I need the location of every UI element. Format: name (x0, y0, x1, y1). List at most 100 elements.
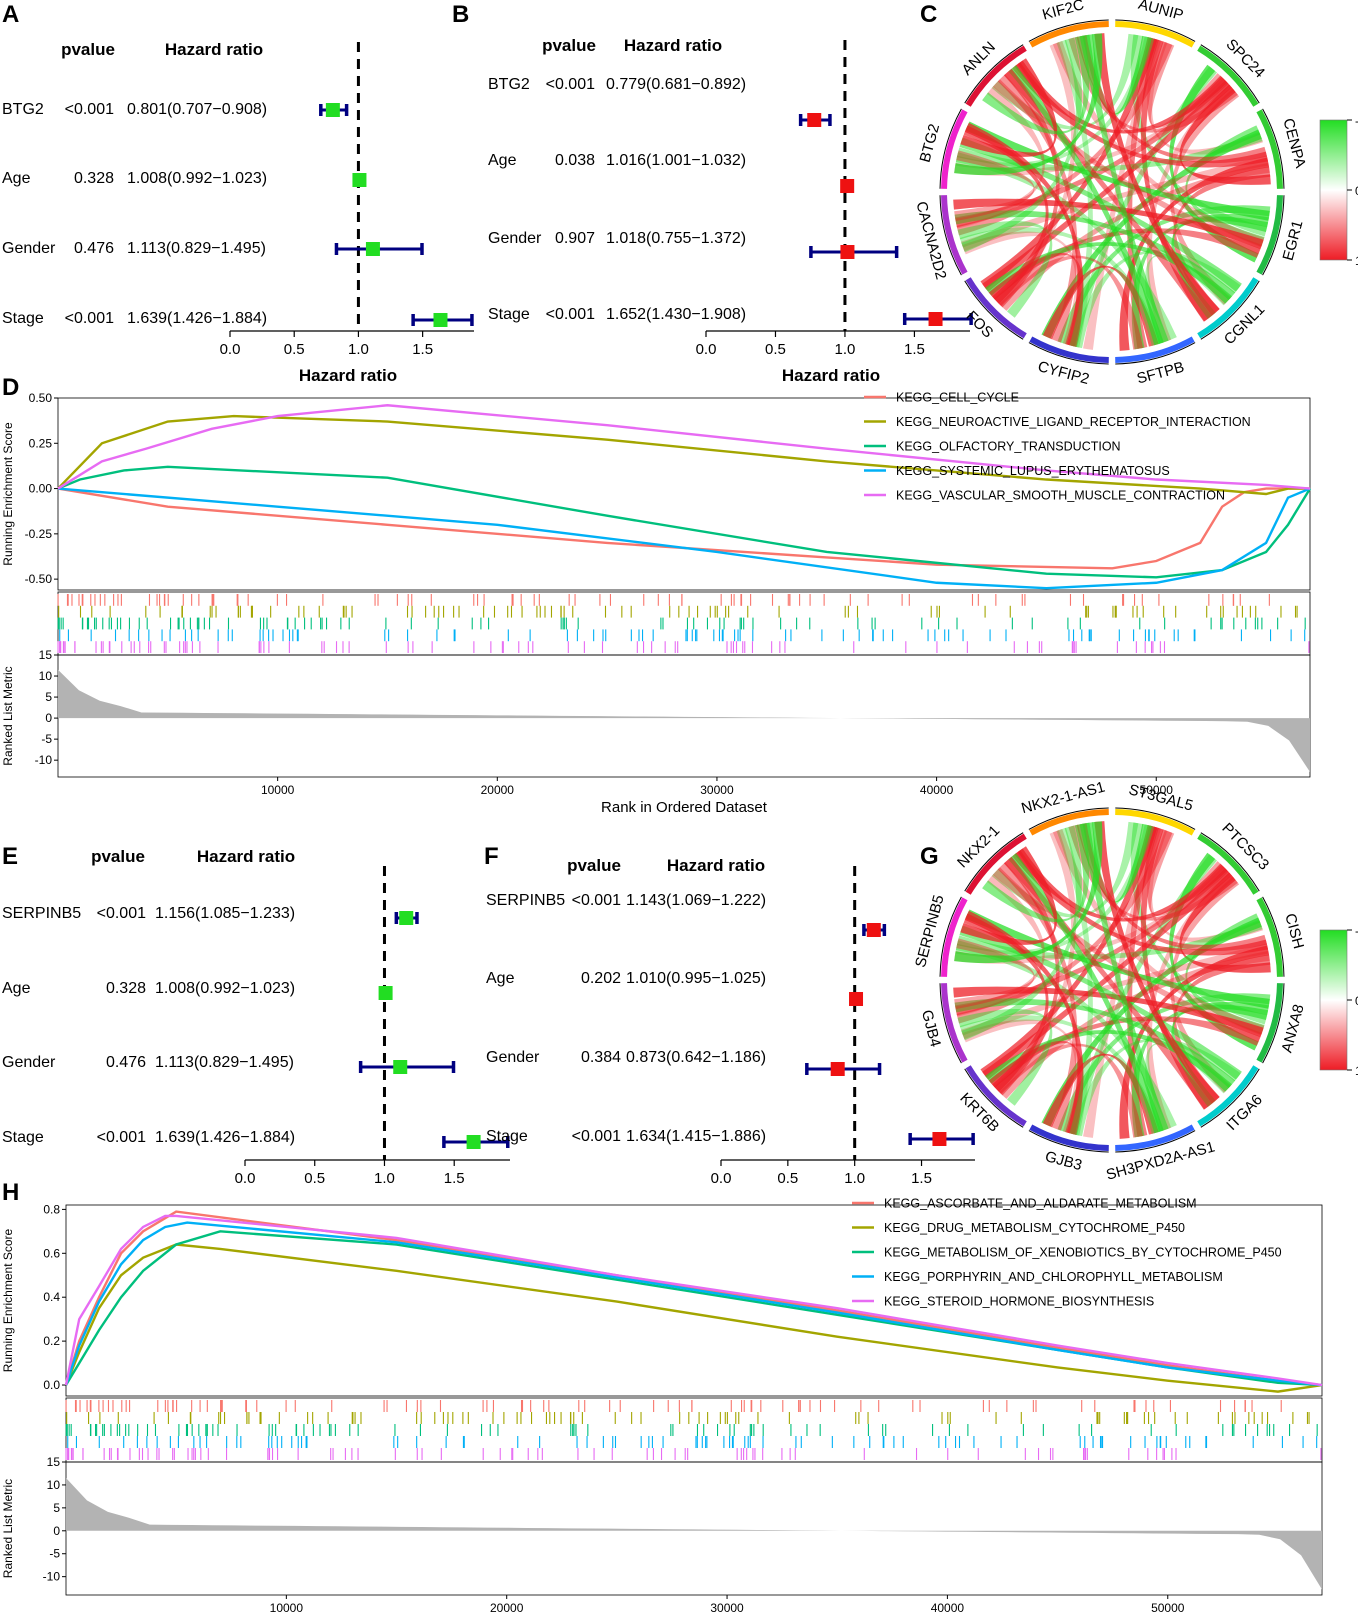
row-hazard-ratio: 1.008(0.992−1.023) (127, 170, 267, 187)
x-tick-label: 20000 (481, 783, 515, 797)
sector-outline (1028, 1130, 1109, 1153)
colorbar-label: -1 (1355, 924, 1358, 938)
gene-label: KIF2C (1040, 0, 1086, 24)
metric-tick-label: 0 (45, 711, 52, 725)
gene-label: PTCSC3 (1218, 820, 1272, 874)
gene-sector (941, 109, 968, 189)
gene-sector (1029, 21, 1109, 48)
legend-label: KEGG_SYSTEMIC_LUPUS_ERYTHEMATOSUS (896, 464, 1170, 478)
x-tick-label: 1.0 (844, 1170, 865, 1187)
es-series-line (64, 1221, 1323, 1387)
sector-outline (1200, 832, 1260, 892)
chord-link (1083, 825, 1162, 1138)
forest-plot-f: pvalue Hazard ratio SERPINB5 <0.001 1.143(1.… (486, 856, 975, 1187)
chord-links (953, 821, 1271, 1139)
sector-outline (1028, 19, 1109, 42)
gene-label: CYFIP2 (1036, 358, 1091, 388)
row-hazard-ratio: 1.113(0.829−1.495) (127, 240, 266, 257)
metric-tick-label: 10 (47, 1478, 61, 1492)
pvalue-header: pvalue (91, 847, 145, 866)
legend-label: KEGG_METABOLISM_OF_XENOBIOTICS_BY_CYTOCH… (884, 1246, 1282, 1260)
sector-outline (1115, 807, 1196, 830)
row-label: Gender (486, 1049, 540, 1066)
row-pvalue: 0.907 (555, 230, 595, 247)
hazard-ratio-header: Hazard ratio (165, 40, 263, 59)
chord-link (982, 35, 1090, 135)
chord-link (959, 227, 1162, 346)
colorbar-label: 0 (1355, 994, 1358, 1008)
hazard-ratio-box (866, 923, 881, 937)
x-axis-label: Hazard ratio (782, 366, 880, 385)
y-tick-label: 0.00 (29, 482, 53, 496)
x-tick-label: 30000 (710, 1601, 744, 1615)
gene-label: CISH (1281, 912, 1307, 951)
sector-outline (939, 195, 962, 276)
chord-link (993, 867, 1262, 1043)
gene-sector (1029, 809, 1109, 836)
y-axis-label: Running Enrichment Score (1, 1228, 15, 1372)
row-pvalue: 0.328 (106, 980, 146, 997)
x-tick-label: 1.0 (374, 1170, 395, 1187)
chord-link (956, 919, 1263, 960)
row-pvalue: <0.001 (546, 76, 595, 93)
es-series-line (57, 487, 1311, 590)
sector-outline (1115, 1130, 1196, 1153)
gene-sector (1029, 336, 1109, 363)
colorbar (1319, 119, 1348, 261)
gene-sector (1197, 277, 1259, 339)
row-pvalue: <0.001 (65, 310, 114, 327)
row-pvalue: 0.038 (555, 152, 595, 169)
sector-outline (1262, 108, 1285, 189)
x-tick-label: 1.5 (412, 341, 433, 358)
row-label: Age (2, 170, 31, 187)
row-label: BTG2 (488, 76, 530, 93)
hazard-ratio-box (365, 242, 380, 256)
hazard-ratio-box (393, 1060, 408, 1074)
gene-sector (1197, 1065, 1259, 1127)
chord-link (1042, 265, 1159, 347)
panel-label-c: C (920, 1, 937, 28)
chord-link (960, 943, 1269, 1040)
gene-label: ANXA8 (1279, 1003, 1308, 1055)
y-tick-label: 0.6 (43, 1246, 60, 1260)
metric-tick-label: -5 (41, 732, 52, 746)
metric-tick-label: -5 (49, 1547, 60, 1561)
pvalue-header: pvalue (567, 856, 621, 875)
x-axis-label: Hazard ratio (299, 366, 397, 385)
sector-outline (1262, 195, 1285, 276)
forest-plot-a: pvalue Hazard ratio BTG2 <0.001 0.801(0.707−… (2, 40, 474, 385)
x-tick-label: 1.5 (904, 341, 925, 358)
chord-link (1083, 37, 1162, 350)
x-tick-label: 1.5 (911, 1170, 932, 1187)
chord-link (1042, 1053, 1159, 1135)
row-hazard-ratio: 1.639(1.426−1.884) (127, 310, 267, 327)
chord-link (965, 909, 1270, 1009)
gene-sector (1256, 897, 1283, 977)
pvalue-header: pvalue (542, 36, 596, 55)
hazard-ratio-box (840, 245, 855, 259)
chord-links (953, 33, 1271, 351)
chord-link (961, 825, 1082, 1041)
chord-link (954, 998, 1236, 1088)
chord-link (962, 231, 1081, 347)
sector-outline (1262, 896, 1285, 977)
chord-link (993, 79, 1262, 255)
row-hazard-ratio: 1.156(1.085−1.233) (155, 905, 295, 922)
gene-label: CGNL1 (1221, 301, 1268, 348)
chord-link (959, 925, 1242, 1080)
es-series-line (57, 404, 1311, 490)
panel-label-f: F (484, 843, 499, 870)
sector-outline (939, 108, 962, 189)
sector-outline (1028, 807, 1109, 830)
row-hazard-ratio: 1.018(0.755−1.372) (606, 230, 746, 247)
x-tick-label: 1.0 (348, 341, 369, 358)
gene-sector (941, 195, 968, 275)
colorbar (1319, 929, 1348, 1071)
gene-label: KRT6B (956, 1090, 1002, 1136)
gene-sector (965, 277, 1027, 339)
chord-link (957, 1009, 1053, 1106)
row-hazard-ratio: 0.779(0.681−0.892) (606, 76, 746, 93)
gene-sector (1256, 195, 1283, 275)
chord-link (960, 58, 1058, 157)
chord-diagram-g: ST3GAL5PTCSC3CISHANXA8ITGA6SH3PXD2A-AS1G… (912, 779, 1358, 1184)
